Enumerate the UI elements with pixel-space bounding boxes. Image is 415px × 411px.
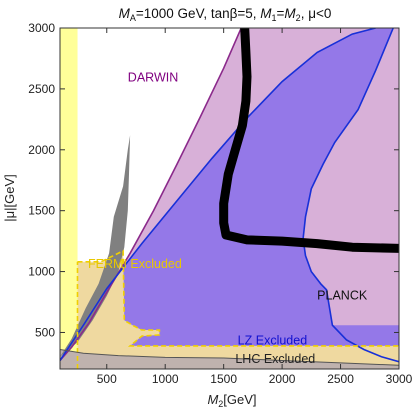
- plot-frame: [59, 27, 400, 370]
- x-tick-label: 500: [97, 372, 117, 386]
- yellow-band: [60, 28, 78, 369]
- chart-title: MA=1000 GeV, tanβ=5, M1=M2, μ<0: [119, 6, 332, 23]
- y-tick-label: 3000: [28, 21, 55, 35]
- x-tick-label: 2500: [327, 372, 354, 386]
- y-tick-label: 500: [35, 325, 55, 339]
- y-tick-label: 1000: [28, 265, 55, 279]
- lz-excluded-region: [60, 28, 399, 369]
- lhc-boundary: [60, 349, 399, 366]
- x-tick-label: 2000: [269, 372, 296, 386]
- y-tick-label: 2500: [28, 82, 55, 96]
- y-tick-label: 1500: [28, 204, 55, 218]
- lhc-excluded-label: LHC Excluded: [235, 352, 315, 366]
- lhc-excluded-region: [60, 349, 399, 369]
- fermi-excluded-label: FERMI Excluded: [88, 257, 182, 271]
- lz-excluded-label: LZ Excluded: [238, 334, 308, 348]
- y-tick-label: 2000: [28, 143, 55, 157]
- y-axis-title: |μ|[GeV]: [2, 174, 17, 221]
- lz-boundary: [60, 28, 376, 361]
- x-tick-label: 1000: [152, 372, 179, 386]
- x-tick-label: 3000: [386, 372, 413, 386]
- planck-boundary: [302, 28, 399, 363]
- fermi-boundary: [77, 249, 399, 347]
- darwin-boundary: [60, 28, 242, 362]
- x-axis-title: M2[GeV]: [207, 392, 256, 409]
- relic-density-band: [219, 28, 399, 253]
- darwin-label: DARWIN: [128, 71, 178, 85]
- plot-area: [60, 28, 399, 369]
- x-tick-label: 1500: [210, 372, 237, 386]
- planck-label: PLANCK: [317, 289, 368, 303]
